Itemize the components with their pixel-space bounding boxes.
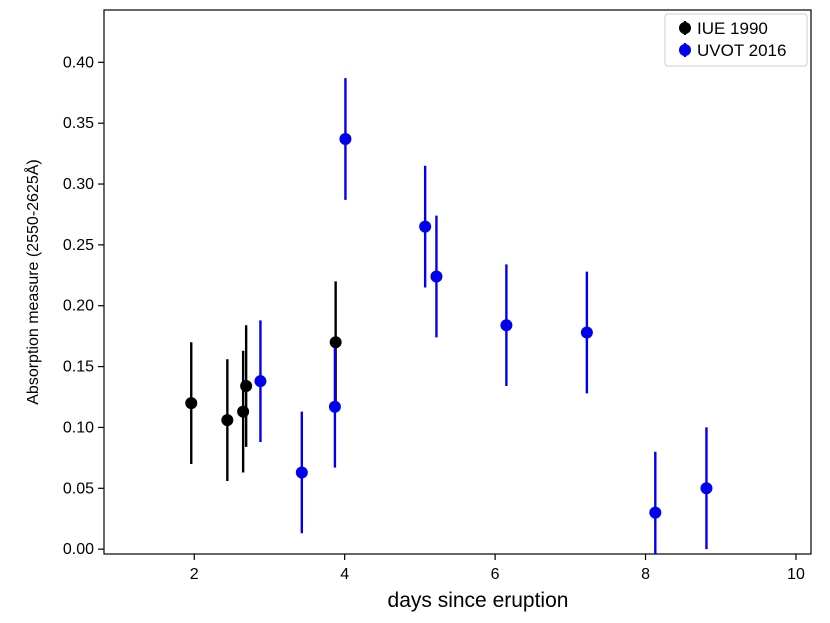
x-axis: 2 4 6 8 10 (190, 554, 805, 583)
y-axis: 0.00 0.05 0.10 0.15 0.20 0.25 0.30 0.35 0.40 (63, 54, 104, 558)
y-tick-label: 0.40 (63, 54, 94, 71)
data-point (700, 482, 713, 495)
data-point (580, 326, 593, 339)
y-tick-label: 0.30 (63, 176, 94, 193)
x-axis-label: days since eruption (388, 589, 569, 612)
data-points (185, 133, 713, 519)
legend: IUE 1990 UVOT 2016 (664, 13, 808, 67)
data-point (221, 414, 234, 427)
data-point (329, 336, 342, 349)
legend-label: UVOT 2016 (697, 41, 786, 60)
data-point (419, 220, 432, 233)
x-tick-label: 8 (641, 566, 650, 583)
data-point (500, 319, 513, 332)
data-point (295, 466, 308, 479)
data-point (649, 506, 662, 519)
x-tick-label: 4 (340, 566, 349, 583)
data-point (339, 133, 352, 146)
y-axis-label: Absorption measure (2550-2625Å) (23, 159, 42, 404)
legend-marker (679, 22, 691, 34)
data-point (237, 405, 250, 418)
legend-marker (679, 44, 691, 56)
data-point (328, 400, 341, 413)
y-tick-label: 0.10 (63, 419, 94, 436)
legend-label: IUE 1990 (697, 19, 768, 38)
y-tick-label: 0.15 (63, 359, 94, 376)
data-point (240, 380, 253, 393)
y-tick-label: 0.25 (63, 237, 94, 254)
y-tick-label: 0.05 (63, 480, 94, 497)
y-tick-label: 0.35 (63, 115, 94, 132)
data-point (430, 270, 443, 283)
x-tick-label: 10 (787, 566, 805, 583)
plot-area (103, 9, 812, 555)
x-tick-label: 6 (491, 566, 500, 583)
y-tick-label: 0.00 (63, 541, 94, 558)
data-point (254, 375, 267, 388)
y-tick-label: 0.20 (63, 298, 94, 315)
legend-frame (664, 13, 808, 67)
x-tick-label: 2 (190, 566, 199, 583)
data-point (185, 397, 198, 410)
